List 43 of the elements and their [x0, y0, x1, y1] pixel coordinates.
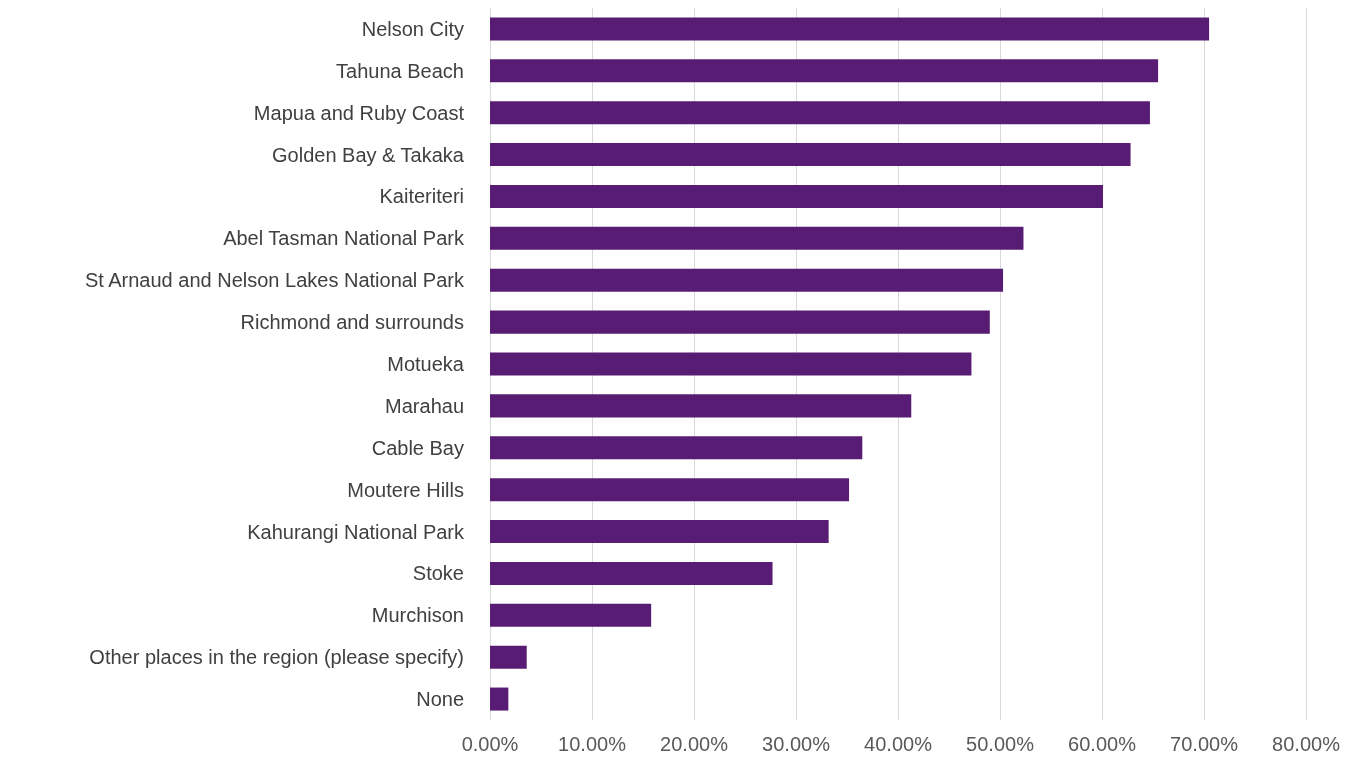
- x-tick-label: 80.00%: [1272, 733, 1341, 755]
- x-tick-label: 20.00%: [660, 733, 729, 755]
- y-tick-label: Murchison: [371, 604, 464, 627]
- bar: [490, 520, 829, 544]
- y-tick-label: Nelson City: [361, 17, 464, 40]
- y-tick-label: Moutere Hills: [347, 478, 464, 501]
- y-tick-label: Other places in the region (please specify): [89, 646, 464, 669]
- y-tick-label: Kahurangi National Park: [247, 520, 465, 543]
- y-tick-label: Motueka: [387, 353, 465, 375]
- bar: [490, 17, 1210, 41]
- bar: [490, 59, 1159, 83]
- x-tick-label: 70.00%: [1170, 733, 1239, 755]
- bar: [490, 436, 863, 460]
- bar: [490, 645, 527, 669]
- y-tick-label: Abel Tasman National Park: [223, 227, 465, 250]
- y-tick-label: Marahau: [385, 394, 464, 417]
- bar: [490, 603, 652, 627]
- bar: [490, 561, 773, 585]
- y-tick-label: Mapua and Ruby Coast: [253, 101, 465, 124]
- bar: [490, 687, 509, 711]
- y-tick-label: Kaiteriteri: [379, 185, 464, 208]
- y-tick-label: Stoke: [412, 562, 464, 585]
- y-tick-label: St Arnaud and Nelson Lakes National Park: [84, 269, 465, 292]
- x-tick-label: 50.00%: [966, 733, 1035, 755]
- x-tick-label: 0.00%: [461, 733, 519, 755]
- bar: [490, 226, 1024, 250]
- bar: [490, 101, 1150, 125]
- y-tick-label: Cable Bay: [371, 436, 464, 459]
- bar: [490, 268, 1004, 292]
- y-tick-label: None: [416, 688, 464, 711]
- x-tick-label: 10.00%: [558, 733, 627, 755]
- y-tick-label: Golden Bay & Takaka: [272, 143, 465, 166]
- x-tick-label: 30.00%: [762, 733, 831, 755]
- bar: [490, 310, 990, 334]
- bar: [490, 143, 1131, 167]
- bar: [490, 352, 972, 376]
- bar: [490, 478, 850, 502]
- y-tick-label: Tahuna Beach: [336, 59, 464, 82]
- x-tick-label: 40.00%: [864, 733, 933, 755]
- bar: [490, 184, 1104, 208]
- y-tick-label: Richmond and surrounds: [240, 311, 464, 334]
- x-tick-label: 60.00%: [1068, 733, 1137, 755]
- bar: [490, 394, 912, 418]
